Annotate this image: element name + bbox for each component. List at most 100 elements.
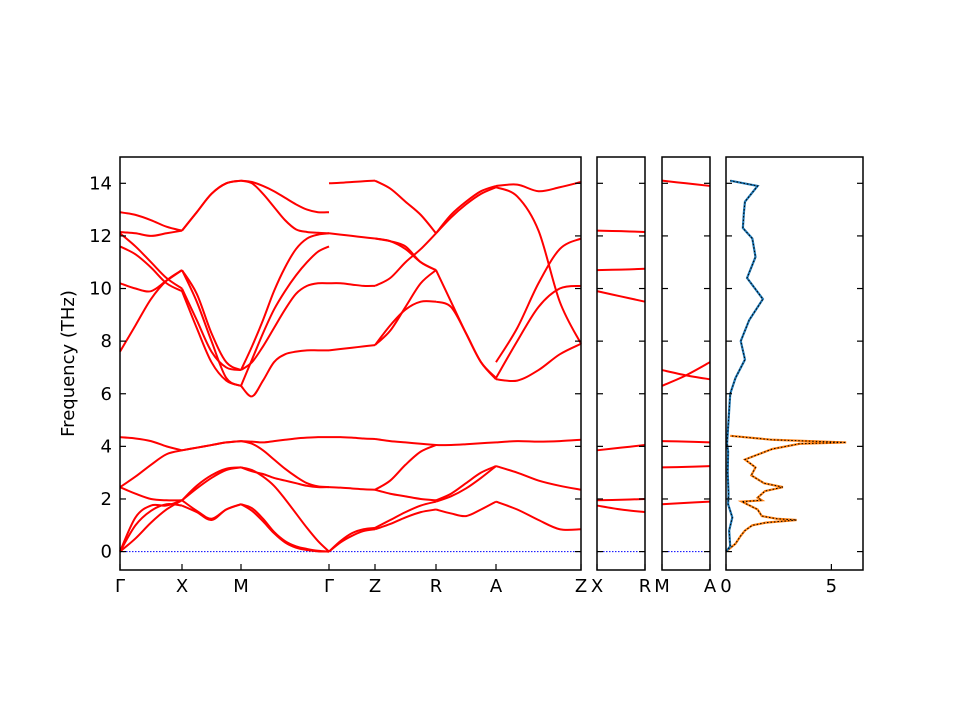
y-tick-label: 6 [101,384,112,405]
phonon-band-line [240,245,330,387]
phonon-band-line [181,290,242,387]
phonon-band-line [181,466,242,502]
phonon-band-line [495,284,582,379]
phonon-band-line [661,500,711,506]
phonon-band-line [596,267,646,272]
phonon-band-line [596,504,646,514]
high-symmetry-label: X [176,576,188,597]
phonon-band-line [119,449,183,488]
phonon-band-line [435,186,497,234]
y-tick-label: 8 [101,331,112,352]
y-tick-label: 14 [89,173,112,194]
phonon-band-line [181,288,242,372]
band-panel-frame [596,156,646,571]
band-panel-frame [119,156,582,571]
high-symmetry-label: Z [575,576,587,597]
phonon-band-line [661,369,711,381]
dos-x-tick-label: 5 [826,576,837,597]
dos-x-tick-label: 0 [720,576,731,597]
phonon-band-line [328,526,376,553]
phonon-band-line [119,245,183,293]
phonon-band-line [374,488,437,502]
high-symmetry-label: M [233,576,249,597]
phonon-band-line [374,438,437,447]
phonon-band-line [495,342,582,383]
high-symmetry-label: Γ [324,576,334,597]
phonon-band-line [661,465,711,469]
phonon-band-line [181,440,242,452]
phonon-band-line [495,181,582,193]
high-symmetry-label: R [639,576,652,597]
phonon-band-line [240,440,330,489]
high-symmetry-label: M [654,576,670,597]
high-symmetry-label: A [490,576,503,597]
phonon-band-line [374,269,437,346]
phonon-band-line [181,179,242,232]
phonon-band-line [119,211,183,232]
phonon-band-line [495,186,582,345]
phonon-band-line [328,282,376,287]
phonon-band-line [119,499,183,553]
phonon-band-line [435,465,497,502]
dos-curve-2 [725,179,765,553]
phonon-band-line [374,179,437,234]
phonon-band-line [435,269,497,380]
phonon-band-line [435,184,497,234]
phonon-band-line [495,500,582,531]
phonon-band-line [119,499,183,552]
phonon-band-line [495,465,582,491]
phonon-band-line [374,508,437,531]
high-symmetry-label: R [430,576,443,597]
phonon-band-line [328,179,376,185]
phonon-band-line [240,179,330,214]
phonon-band-line [181,499,242,520]
phonon-band-line [661,440,711,444]
dos-panel-frame [725,156,864,571]
y-axis-label: Frequency (THz) [58,290,79,437]
phonon-band-line [374,500,437,529]
phonon-band-line [374,232,437,287]
high-symmetry-label: X [591,576,603,597]
phonon-band-line [119,436,183,452]
phonon-band-line [495,237,582,363]
dos-curve-1 [725,434,847,553]
phonon-band-line [596,497,646,502]
phonon-band-line [119,486,183,502]
phonon-band-line [181,269,242,371]
phonon-band-line [374,237,437,272]
phonon-band-line [328,436,376,440]
high-symmetry-label: Z [369,576,381,597]
y-tick-label: 2 [101,489,112,510]
phonon-band-line [181,466,242,502]
phonon-band-line [119,232,183,290]
high-symmetry-label: A [704,576,717,597]
phonon-band-line [119,269,183,293]
phonon-band-line [661,361,711,387]
phonon-band-line [435,300,497,379]
phonon-band-line [661,179,711,187]
phonon-band-line [435,465,497,503]
phonon-band-line [596,444,646,452]
phonon-band-line [240,179,330,235]
phonon-band-line [435,500,497,518]
phonon-band-line [119,229,183,237]
phonon-band-line [181,179,242,232]
phonon-band-line [596,229,646,233]
phonon-band-line [374,300,437,346]
phonon-band-line [328,344,376,352]
phonon-band-line [240,282,330,371]
phonon-band-line [596,290,646,303]
phonon-band-line [374,444,437,491]
phonon-band-line [240,349,329,398]
phonon-band-line [495,438,582,444]
phonon-band-line [240,232,330,371]
phonon-band-line [328,232,376,240]
band-panel-frame [661,156,711,571]
y-tick-label: 12 [89,226,112,247]
phonon-band-line [240,503,330,553]
high-symmetry-label: Γ [115,576,125,597]
